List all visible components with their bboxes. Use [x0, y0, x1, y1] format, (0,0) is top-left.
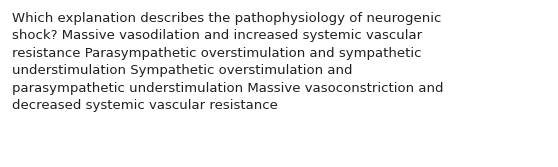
- Text: Which explanation describes the pathophysiology of neurogenic
shock? Massive vas: Which explanation describes the pathophy…: [12, 12, 444, 112]
